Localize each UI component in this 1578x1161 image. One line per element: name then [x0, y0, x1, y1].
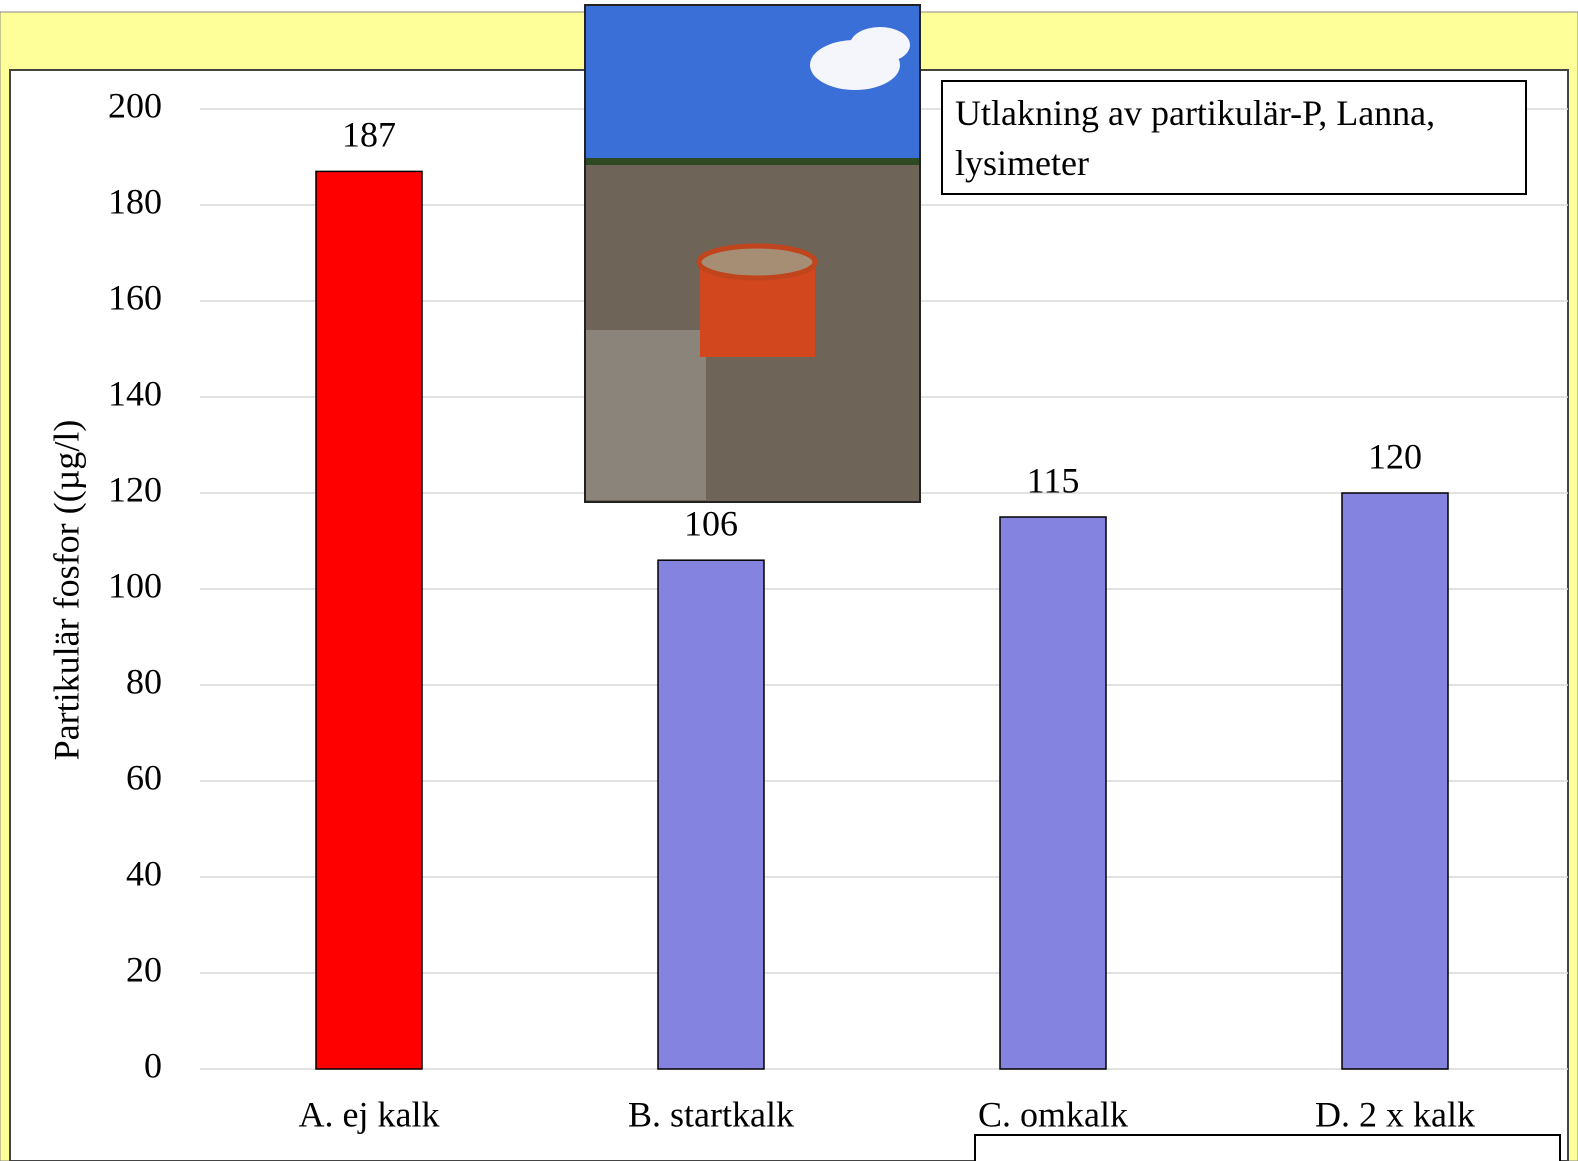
y-tick-label: 180 [108, 181, 162, 221]
y-tick-label: 0 [144, 1045, 162, 1085]
x-tick-label: C. omkalk [978, 1094, 1128, 1134]
y-axis-label: Partikulär fosfor ((µg/l) [46, 420, 86, 761]
y-tick-label: 120 [108, 469, 162, 509]
value-label: 115 [1027, 460, 1080, 500]
y-tick-label: 80 [126, 661, 162, 701]
bar [315, 170, 423, 1070]
photo [584, 4, 921, 503]
annotation: Utlakning av partikulär-P, Lanna, lysime… [941, 80, 1527, 195]
bar [657, 559, 765, 1070]
y-tick-label: 60 [126, 757, 162, 797]
value-label: 187 [342, 115, 396, 155]
y-tick-label: 160 [108, 277, 162, 317]
bar [1341, 492, 1449, 1070]
x-tick-label: B. startkalk [628, 1094, 794, 1134]
bottom-box [974, 1134, 1561, 1161]
bar [999, 516, 1107, 1070]
x-tick-label: A. ej kalk [299, 1094, 440, 1134]
value-label: 106 [684, 503, 738, 543]
value-label: 120 [1368, 436, 1422, 476]
y-tick-label: 200 [108, 85, 162, 125]
y-tick-label: 100 [108, 565, 162, 605]
y-tick-label: 40 [126, 853, 162, 893]
y-tick-label: 20 [126, 949, 162, 989]
x-tick-label: D. 2 x kalk [1315, 1094, 1475, 1134]
y-tick-label: 140 [108, 373, 162, 413]
